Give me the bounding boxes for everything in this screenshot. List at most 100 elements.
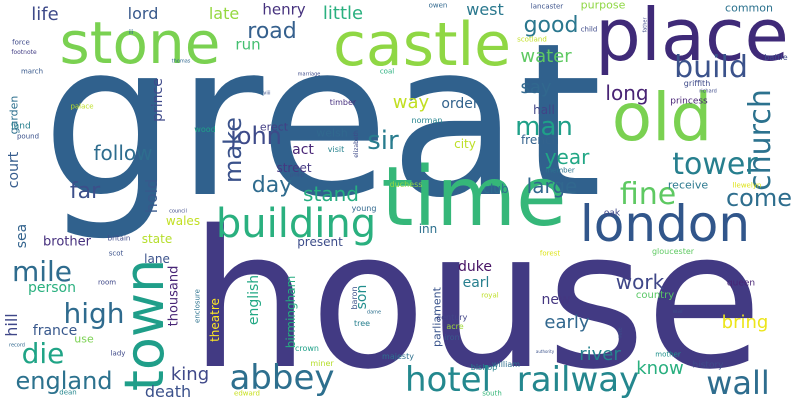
word-philip: philip <box>290 172 304 179</box>
word-way: way <box>392 92 430 113</box>
word-thousand: thousand <box>166 265 182 327</box>
word-south: south <box>482 389 502 398</box>
word-run: run <box>235 35 261 54</box>
word-sea: sea <box>14 223 30 249</box>
word-wales: wales <box>165 214 201 228</box>
word-royal: royal <box>481 291 499 300</box>
word-land: land <box>11 121 31 132</box>
word-century: century <box>436 313 468 322</box>
word-force: force <box>12 38 30 47</box>
word-late: late <box>208 4 240 23</box>
word-die: die <box>21 337 65 370</box>
word-city: city <box>454 137 476 151</box>
word-hotel: hotel <box>404 360 492 400</box>
word-member: member <box>545 166 575 175</box>
word-owen: owen <box>428 1 448 10</box>
word-house: house <box>189 190 763 400</box>
word-henry: henry <box>262 0 306 19</box>
word-town: town <box>113 258 176 392</box>
word-hall: hall <box>533 103 555 117</box>
word-prince: prince <box>150 78 166 122</box>
word-iron: iron <box>444 333 460 342</box>
word-timber: timber <box>329 98 357 107</box>
word-old: old <box>611 79 713 156</box>
word-french: french <box>520 133 560 147</box>
word-person: person <box>28 280 76 296</box>
word-miner: miner <box>310 359 334 368</box>
word-follow: follow <box>93 141 153 165</box>
word-build: build <box>674 50 748 85</box>
word-come: come <box>725 184 793 212</box>
word-tower: tower <box>672 147 758 182</box>
word-footnote: footnote <box>11 49 37 56</box>
word-act: act <box>292 142 314 158</box>
word-country: country <box>635 290 675 301</box>
word-britain: britain <box>107 234 131 243</box>
word-road: road <box>247 19 297 44</box>
word-water: water <box>520 46 572 67</box>
word-marriage: marriage <box>297 71 321 78</box>
word-father: father <box>642 17 649 33</box>
word-day: day <box>251 173 293 198</box>
word-richard: richard <box>699 88 717 95</box>
word-thomas: thomas <box>171 58 191 65</box>
word-lady: lady <box>110 349 126 358</box>
word-know: know <box>636 358 684 379</box>
word-dean: dean <box>59 388 77 397</box>
word-hill: hill <box>2 313 21 337</box>
word-purpose: purpose <box>580 0 626 12</box>
word-far: far <box>69 179 101 204</box>
word-march: march <box>20 67 44 76</box>
word-theatre: theatre <box>208 298 222 342</box>
word-war: war <box>672 308 684 315</box>
word-forest: forest <box>539 249 561 258</box>
word-baron: baron <box>350 286 359 310</box>
word-princess: princess <box>670 96 708 107</box>
word-majesty: majesty <box>382 352 414 361</box>
word-child: child <box>580 25 598 34</box>
word-birmingham: birmingham <box>284 275 298 349</box>
word-scotland: scotland <box>517 35 547 44</box>
word-fine: fine <box>619 177 677 212</box>
word-john: john <box>230 122 282 150</box>
word-griffith: griffith <box>683 79 711 88</box>
word-man: man <box>515 112 573 142</box>
word-dame: dame <box>366 309 382 316</box>
word-large: large <box>526 174 578 198</box>
word-sir: sir <box>367 126 399 156</box>
word-hold: hold <box>142 178 161 214</box>
word-river: river <box>579 344 621 365</box>
word-order: order <box>441 96 479 112</box>
word-norman: norman <box>411 116 443 125</box>
word-note: note <box>617 327 624 339</box>
word-common: common <box>725 1 773 15</box>
word-stone: stone <box>59 9 221 77</box>
word-william: william <box>491 360 521 369</box>
word-say: say <box>520 77 552 98</box>
word-enclosure: enclosure <box>193 289 202 323</box>
word-abbey: abbey <box>229 358 335 398</box>
word-welsh: welsh <box>316 126 348 140</box>
word-crown: crown <box>294 344 320 353</box>
word-edward: edward <box>234 389 260 398</box>
word-inn: inn <box>418 222 438 236</box>
word-llewelyn: llewelyn <box>732 181 762 190</box>
word-time: time <box>381 150 567 245</box>
word-england: england <box>15 367 113 395</box>
word-room: room <box>97 278 117 287</box>
word-authority: authority <box>535 349 555 354</box>
word-history: history <box>692 360 724 371</box>
word-young: young <box>351 204 377 213</box>
word-battle: battle <box>764 53 788 62</box>
word-palace: palace <box>70 102 94 111</box>
word-duchess: duchess <box>389 180 423 189</box>
word-castle: castle <box>332 10 512 80</box>
word-king: king <box>170 364 210 385</box>
word-queen: queen <box>726 278 756 289</box>
word-building: building <box>215 201 377 247</box>
word-wood: wood <box>194 125 216 134</box>
word-bishop: bishop <box>470 363 498 372</box>
word-court: court <box>6 151 22 189</box>
word-present: present <box>297 235 343 249</box>
